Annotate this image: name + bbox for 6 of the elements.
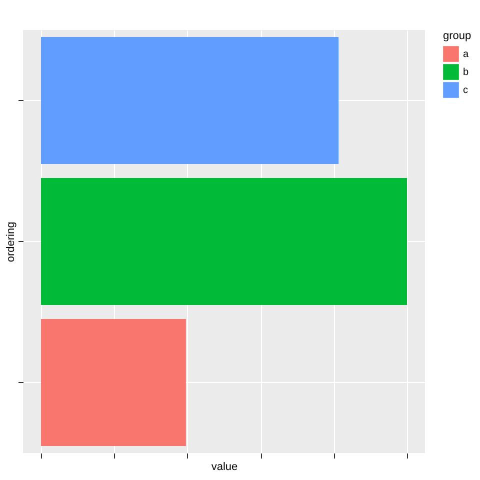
y-axis-title: ordering — [5, 222, 17, 262]
x-axis-title: value — [211, 461, 238, 473]
legend-label: a — [463, 49, 469, 60]
legend-label: c — [463, 85, 468, 96]
legend-label: b — [463, 67, 469, 78]
legend-title: group — [443, 30, 472, 42]
